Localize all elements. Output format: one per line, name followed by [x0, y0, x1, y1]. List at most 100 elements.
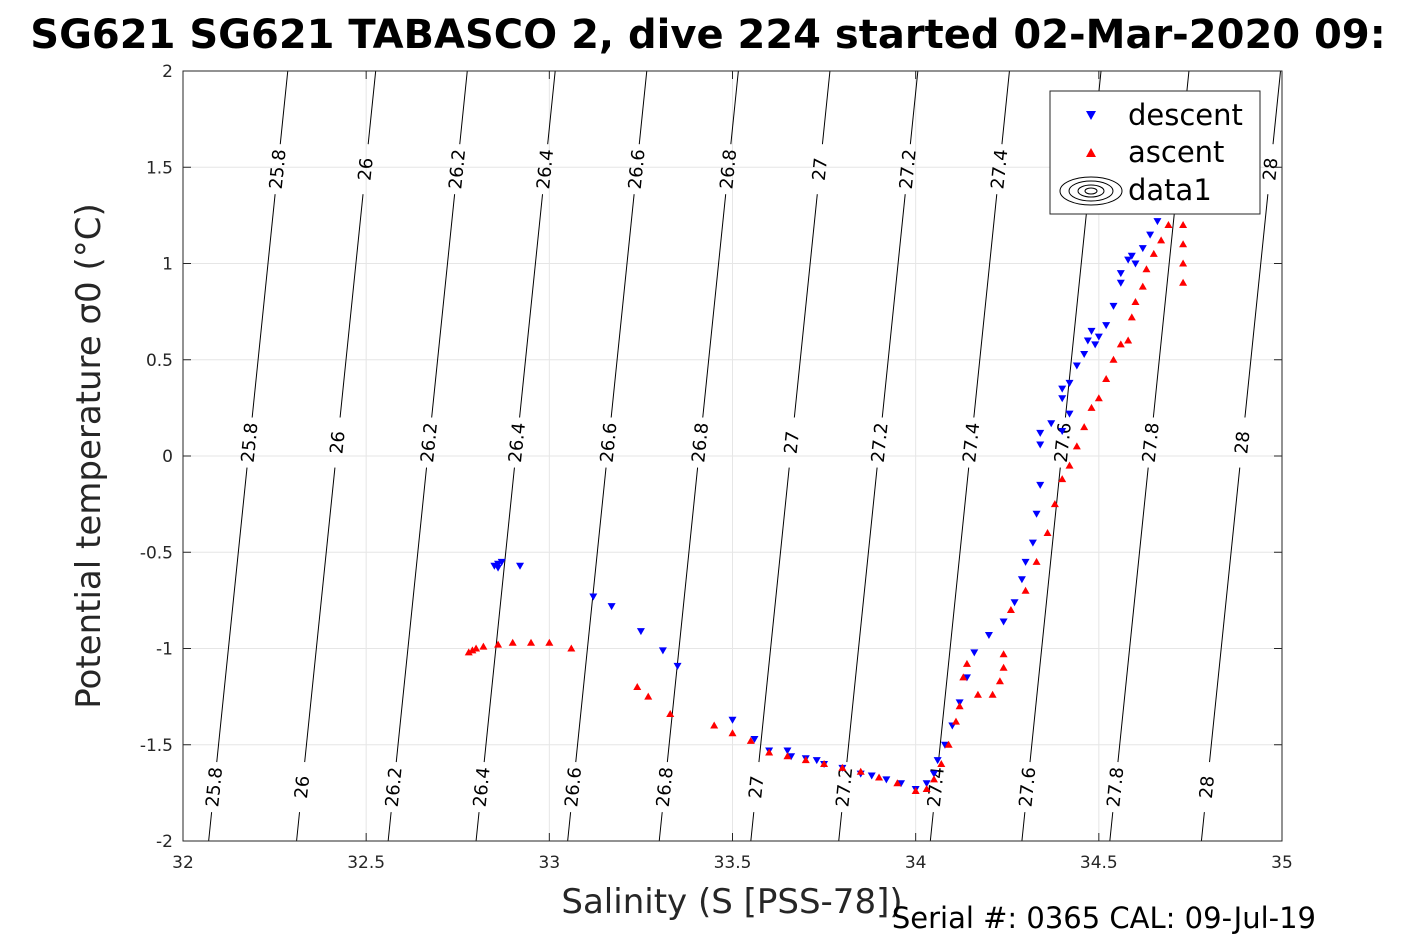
- contour-label: 28: [1259, 157, 1282, 182]
- ascent-point: [973, 690, 982, 698]
- descent-point: [1087, 327, 1096, 335]
- descent-point: [1138, 245, 1147, 253]
- contour-label: 28: [1231, 430, 1254, 455]
- contour-label: 27.2: [868, 422, 893, 464]
- isopycnal-line: [1117, 467, 1149, 763]
- descent-point: [728, 716, 737, 724]
- y-tick-label: 2: [162, 62, 173, 82]
- isopycnal-line: [1244, 194, 1269, 418]
- ascent-point: [710, 721, 719, 729]
- isopycnal-line: [838, 812, 843, 841]
- descent-point: [787, 753, 796, 761]
- descent-point: [882, 776, 891, 784]
- descent-point: [867, 772, 876, 780]
- contour-label: 27.8: [1139, 422, 1164, 464]
- ascent-point: [633, 683, 642, 690]
- isopycnal-line: [395, 467, 428, 763]
- isopycnal-line: [251, 194, 276, 418]
- isopycnal-line: [367, 71, 377, 145]
- descent-point: [589, 593, 598, 601]
- contour-label: 27.6: [1015, 766, 1040, 808]
- descent-point: [999, 618, 1008, 626]
- isopycnal-line: [279, 71, 289, 145]
- ascent-point: [988, 690, 997, 698]
- x-tick-label: 33: [539, 853, 561, 873]
- descent-point: [929, 770, 938, 778]
- descent-point: [970, 649, 979, 657]
- descent-point: [962, 674, 971, 682]
- contour-label: 27.4: [987, 148, 1012, 190]
- ascent-point: [1102, 375, 1111, 382]
- ascent-point: [875, 773, 884, 781]
- descent-point: [1028, 539, 1037, 547]
- contour-label: 26.8: [688, 422, 713, 464]
- isopycnal-line: [821, 71, 831, 145]
- contour-label: 27: [781, 430, 804, 455]
- ascent-point: [937, 760, 946, 767]
- isopycnal-line: [909, 71, 919, 145]
- contour-label: 26.4: [505, 422, 530, 464]
- isopycnal-line: [208, 812, 213, 841]
- isopycnal-line: [1200, 812, 1205, 841]
- ascent-point: [999, 650, 1008, 658]
- isopycnal-line: [666, 467, 699, 763]
- y-tick-label: -2: [156, 832, 173, 852]
- x-tick-label: 35: [1271, 853, 1293, 873]
- descent-point: [1080, 350, 1089, 358]
- descent-point: [1010, 599, 1019, 607]
- contour-label: 28: [1196, 775, 1219, 800]
- descent-point: [1032, 510, 1041, 518]
- descent-point: [1153, 218, 1162, 226]
- isopycnal-line: [758, 467, 790, 763]
- ascent-point: [838, 763, 847, 771]
- descent-point: [783, 747, 792, 755]
- isopycnal-line: [1001, 71, 1010, 145]
- descent-point: [1047, 420, 1056, 428]
- ascent-point: [666, 709, 675, 717]
- contour-label: 27: [809, 157, 832, 182]
- descent-point: [1058, 395, 1067, 403]
- contour-label: 27.6: [1051, 422, 1076, 464]
- descent-point: [1116, 270, 1125, 278]
- descent-point: [984, 632, 993, 640]
- ascent-point: [494, 640, 503, 648]
- descent-point: [750, 735, 759, 743]
- isopycnal-line: [793, 194, 818, 418]
- descent-point: [1065, 410, 1074, 418]
- legend: descent ascent data1: [1049, 90, 1261, 215]
- data-points: [464, 183, 1188, 794]
- isopycnal-line: [881, 194, 906, 418]
- contour-label: 27.8: [1103, 766, 1128, 808]
- contour-label: 26.6: [597, 422, 622, 464]
- ascent-point: [1087, 403, 1096, 411]
- ascent-point: [1149, 249, 1158, 257]
- ascent-point: [1109, 355, 1118, 363]
- isopycnal-line: [846, 467, 878, 763]
- ascent-point: [1138, 282, 1147, 290]
- descent-point: [1083, 337, 1092, 345]
- ascent-point: [468, 646, 477, 654]
- x-tick-label: 33.5: [714, 853, 752, 873]
- descent-point: [497, 558, 506, 566]
- ascent-point: [1179, 259, 1188, 267]
- contour-label: 25.8: [238, 422, 263, 464]
- x-tick-label: 34: [905, 853, 927, 873]
- ascent-point: [1131, 298, 1140, 305]
- ascent-point: [959, 673, 968, 681]
- ascent-point: [1065, 461, 1074, 469]
- descent-point: [490, 562, 499, 570]
- legend-box: [1049, 90, 1261, 215]
- contour-label: 27: [745, 775, 768, 800]
- descent-point: [1127, 252, 1136, 260]
- contour-label: 26.2: [417, 422, 442, 464]
- descent-point: [636, 628, 645, 636]
- y-tick-label: -1.5: [140, 736, 173, 756]
- isopycnal-line: [459, 71, 468, 145]
- contour-label: 25.8: [266, 148, 291, 190]
- ascent-point: [944, 740, 953, 748]
- legend-ascent-marker: [1086, 148, 1096, 157]
- descent-point: [607, 603, 616, 611]
- descent-point: [658, 647, 667, 655]
- isopycnal-line: [730, 71, 739, 145]
- ascent-point: [644, 692, 653, 700]
